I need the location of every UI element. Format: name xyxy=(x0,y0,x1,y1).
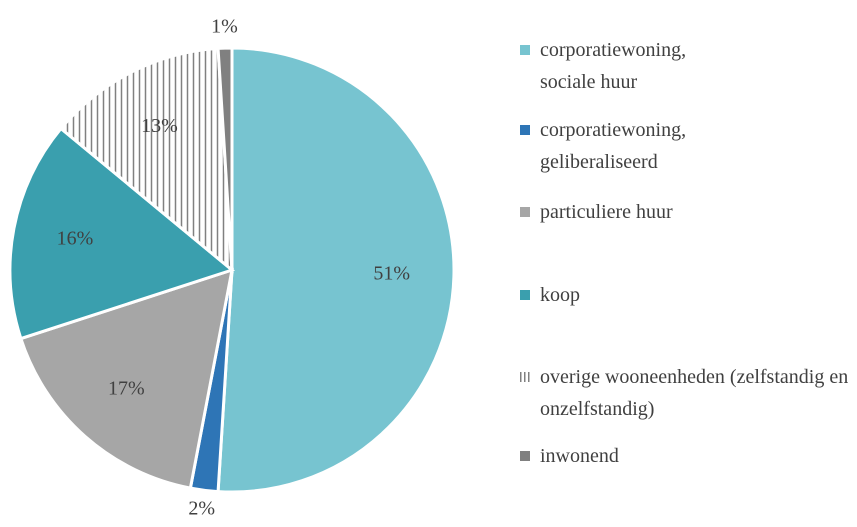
legend-item: corporatiewoning, geliberaliseerd xyxy=(520,114,850,178)
pie-slice xyxy=(8,126,236,341)
legend-item: corporatiewoning, sociale huur xyxy=(520,34,850,98)
data-label: 16% xyxy=(57,228,94,250)
legend-item: inwonend xyxy=(520,440,850,472)
legend-item: koop xyxy=(520,279,850,311)
legend-label: particuliere huur xyxy=(540,201,673,223)
data-label: 13% xyxy=(141,115,178,137)
pie-slice xyxy=(18,267,234,490)
legend-label: koop xyxy=(540,284,580,306)
legend-swatch xyxy=(520,125,530,135)
data-label: 51% xyxy=(373,263,410,285)
pie-slice xyxy=(216,46,234,271)
legend-label: inwonend xyxy=(540,445,619,467)
data-label: 17% xyxy=(108,377,145,399)
pie-slice xyxy=(216,46,456,494)
legend-item: overige wooneenheden (zelfstandig en onz… xyxy=(520,361,850,425)
legend-label: corporatiewoning, sociale huur xyxy=(540,39,687,93)
legend-swatch xyxy=(520,451,530,461)
data-label: 1% xyxy=(211,16,238,38)
legend-swatch xyxy=(520,290,530,300)
legend-swatch xyxy=(520,207,530,217)
legend-label: corporatiewoning, geliberaliseerd xyxy=(540,119,687,173)
legend-swatch xyxy=(520,372,530,382)
legend-item: particuliere huur xyxy=(520,196,850,228)
data-label: 2% xyxy=(188,498,215,520)
legend-label: overige wooneenheden (zelfstandig en onz… xyxy=(540,366,849,420)
legend-swatch xyxy=(520,45,530,55)
pie-slice xyxy=(58,46,234,274)
